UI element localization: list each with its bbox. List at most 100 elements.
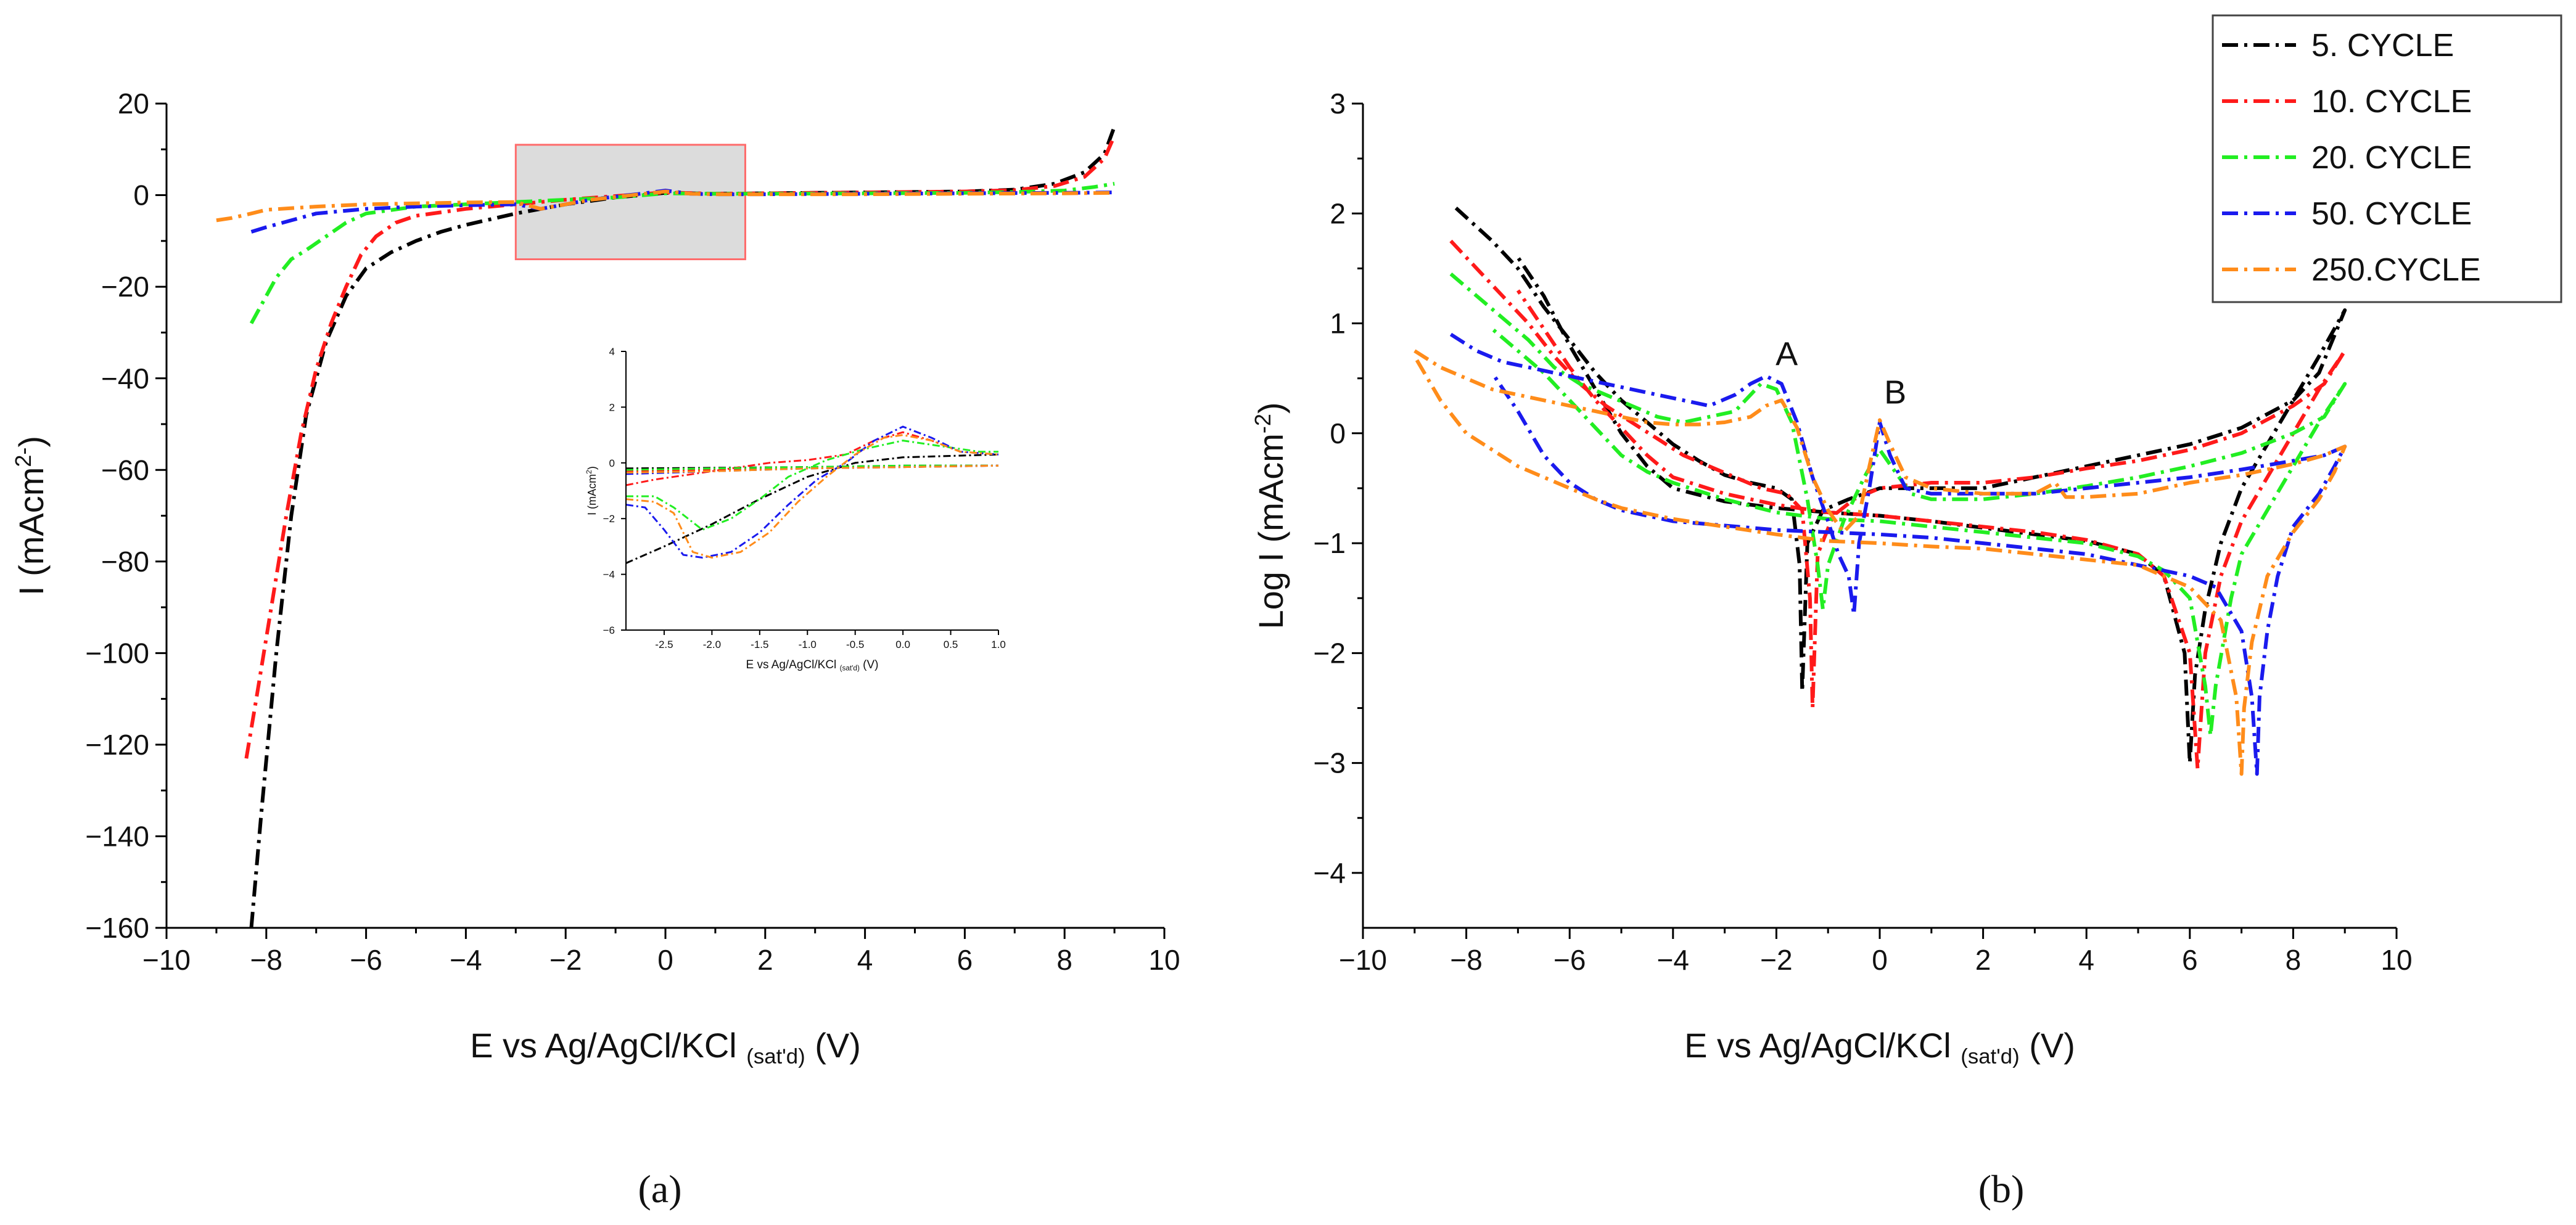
panel-a-y-axis-label-sup: 2- xyxy=(10,448,36,467)
panel-a-xtick-label: −8 xyxy=(250,944,282,976)
panel-b-y-axis-label-end: ) xyxy=(1251,402,1290,414)
panel-b-ytick-label: 3 xyxy=(1330,88,1346,120)
panel-b-y-axis-label: Log I (mAcm-2) xyxy=(1250,402,1290,629)
panel-a-ytick-label: −160 xyxy=(85,912,149,944)
panel-a-inset: -2.5 -2.0 -1.5 -1.0 -0.5 0.0 0.5 1.0 −6 −4 −2 0 2 4 E … xyxy=(585,346,1006,672)
panel-a-ytick-label: −60 xyxy=(101,454,149,486)
panel-a-inset-series-5 xyxy=(625,464,998,471)
panel-b-xtick-label: 2 xyxy=(1975,944,1991,976)
panel-a-inset-x-axis-label: E vs Ag/AgCl/KCl (sat'd) (V) xyxy=(746,658,879,672)
panel-b-ytick-label: 2 xyxy=(1330,197,1346,229)
panel-a-ytick-label: −40 xyxy=(101,363,149,395)
panel-b-xtick-label: 10 xyxy=(2381,944,2412,976)
panel-a-inset-xtick-label: 0.0 xyxy=(895,639,910,650)
legend-label-2: 20. CYCLE xyxy=(2311,140,2472,176)
panel-a-inset-ytick-label: −4 xyxy=(603,569,615,581)
inset-background xyxy=(626,351,998,630)
legend-label-1: 10. CYCLE xyxy=(2311,84,2472,120)
panel-a-xtick-label: 10 xyxy=(1148,944,1180,976)
inset-y-axis-label-sup: 2 xyxy=(585,470,593,474)
panel-a-xtick-label: −10 xyxy=(142,944,191,976)
panel-b-peak-label-b: B xyxy=(1884,374,1906,411)
panel-b-xtick-label: −2 xyxy=(1760,944,1792,976)
panel-a-xtick-label: 2 xyxy=(757,944,773,976)
panel-a-ytick-label: 0 xyxy=(133,179,149,211)
panel-a-ytick-label: −20 xyxy=(101,271,149,303)
panel-a-inset-series-4 xyxy=(626,440,998,531)
panel-a-inset-ytick-label: 2 xyxy=(609,401,615,413)
panel-a-chart: −10 −8 −6 −4 −2 0 2 4 6 8 10−160−140−120−100−80−60… xyxy=(10,88,1180,1068)
legend-box xyxy=(2212,14,2562,303)
panel-a-xtick-label: −2 xyxy=(549,944,582,976)
panel-b-series-4 xyxy=(1413,349,2347,776)
panel-b-xtick-label: −6 xyxy=(1553,944,1586,976)
panel-b-xtick-label: −8 xyxy=(1450,944,1482,976)
panel-b-ytick-label: −3 xyxy=(1314,747,1346,779)
panel-b-series-3 xyxy=(1449,332,2347,776)
panel-a-inset-series-0 xyxy=(625,453,999,564)
panel-a-inset-x-axis-label-unit: (V) xyxy=(860,658,879,671)
panel-a-ytick-label: −140 xyxy=(85,821,149,853)
panel-a-x-axis-label-sub: (sat'd) xyxy=(746,1045,805,1068)
panel-b-x-axis-label-unit: (V) xyxy=(2020,1026,2075,1065)
panel-b-xtick-label: 4 xyxy=(2078,944,2094,976)
panel-a-label: (a) xyxy=(638,1167,681,1211)
inset-y-axis-label: I (mAcm2) xyxy=(585,466,598,515)
inset-y-axis-label-line1: I xyxy=(586,509,598,515)
panel-a-inset-xtick-label: -2.5 xyxy=(655,639,673,650)
panel-b-peak-label-a: A xyxy=(1776,335,1798,372)
panel-a-inset-x-axis-label-sub: (sat'd) xyxy=(840,664,860,672)
panel-b-x-axis-label-main: E vs Ag/AgCl/KCl xyxy=(1684,1026,1961,1065)
legend-label-4: 250.CYCLE xyxy=(2311,252,2481,288)
panel-a-x-axis-label-main: E vs Ag/AgCl/KCl xyxy=(470,1026,746,1065)
panel-a-xtick-label: −6 xyxy=(350,944,382,976)
panel-a-x-axis-label: E vs Ag/AgCl/KCl (sat'd) (V) xyxy=(470,1026,861,1068)
panel-b-ytick-label: 1 xyxy=(1330,308,1346,340)
panel-a-inset-series-8 xyxy=(625,434,999,559)
panel-a-series-4 xyxy=(216,189,1115,223)
panel-a-inset-xtick-label: 0.5 xyxy=(944,639,958,650)
panel-a-ytick-label: −80 xyxy=(101,546,149,578)
panel-b-series-2 xyxy=(1449,272,2347,737)
legend-label-0: 5. CYCLE xyxy=(2311,28,2454,64)
panel-a-xtick-label: 6 xyxy=(957,944,973,976)
panel-a-xtick-label: 0 xyxy=(657,944,673,976)
panel-a-xtick-label: −4 xyxy=(450,944,482,976)
panel-b-y-axis-label-main: Log I (mAcm xyxy=(1251,433,1290,629)
panel-b-xtick-label: −4 xyxy=(1657,944,1689,976)
panel-b-xtick-label: −10 xyxy=(1339,944,1387,976)
panel-a-inset-ytick-label: −6 xyxy=(603,625,615,636)
panel-a-inset-series-2 xyxy=(625,431,999,486)
panel-a-x-axis-label-unit: (V) xyxy=(805,1026,861,1065)
panel-a-xtick-label: 8 xyxy=(1056,944,1072,976)
panel-a-inset-ytick-label: 0 xyxy=(609,457,615,469)
panel-b-xtick-label: 0 xyxy=(1872,944,1888,976)
panel-b-x-axis-label-sub: (sat'd) xyxy=(1961,1045,2019,1068)
panel-b-label: (b) xyxy=(1978,1167,2025,1211)
panel-b-series-1 xyxy=(1449,239,2347,771)
panel-b-x-axis-label: E vs Ag/AgCl/KCl (sat'd) (V) xyxy=(1684,1026,2075,1068)
panel-b-series-0 xyxy=(1454,207,2347,765)
panel-a-ytick-label: −100 xyxy=(85,637,149,669)
panel-b-ytick-label: 0 xyxy=(1330,417,1346,449)
panel-a-ytick-label: 20 xyxy=(118,88,149,120)
panel-b-xtick-label: 8 xyxy=(2286,944,2302,976)
panel-a-inset-xtick-label: 1.0 xyxy=(991,639,1006,650)
panel-a-inset-xtick-label: -0.5 xyxy=(846,639,864,650)
legend-label-3: 50. CYCLE xyxy=(2311,196,2472,232)
panel-b-ytick-label: −4 xyxy=(1314,857,1346,889)
panel-a-inset-xtick-label: -1.5 xyxy=(751,639,768,650)
panel-a-inset-xtick-label: -2.0 xyxy=(703,639,721,650)
panel-b-y-axis-label-sup: -2 xyxy=(1250,414,1275,433)
panel-a-inset-x-axis-label-main: E vs Ag/AgCl/KCl xyxy=(746,658,840,671)
inset-y-axis-label-line2: (mAcm xyxy=(586,474,598,509)
panel-a-series-2 xyxy=(249,182,1115,324)
panel-a-inset-ytick-label: 4 xyxy=(609,346,615,358)
panel-a-ytick-label: −120 xyxy=(85,729,149,761)
panel-a-y-axis-label-end: ) xyxy=(12,436,51,448)
panel-a-inset-series-6 xyxy=(625,425,999,559)
panel-b-ytick-label: −2 xyxy=(1314,637,1346,669)
panel-a-inset-series-9 xyxy=(625,464,999,474)
